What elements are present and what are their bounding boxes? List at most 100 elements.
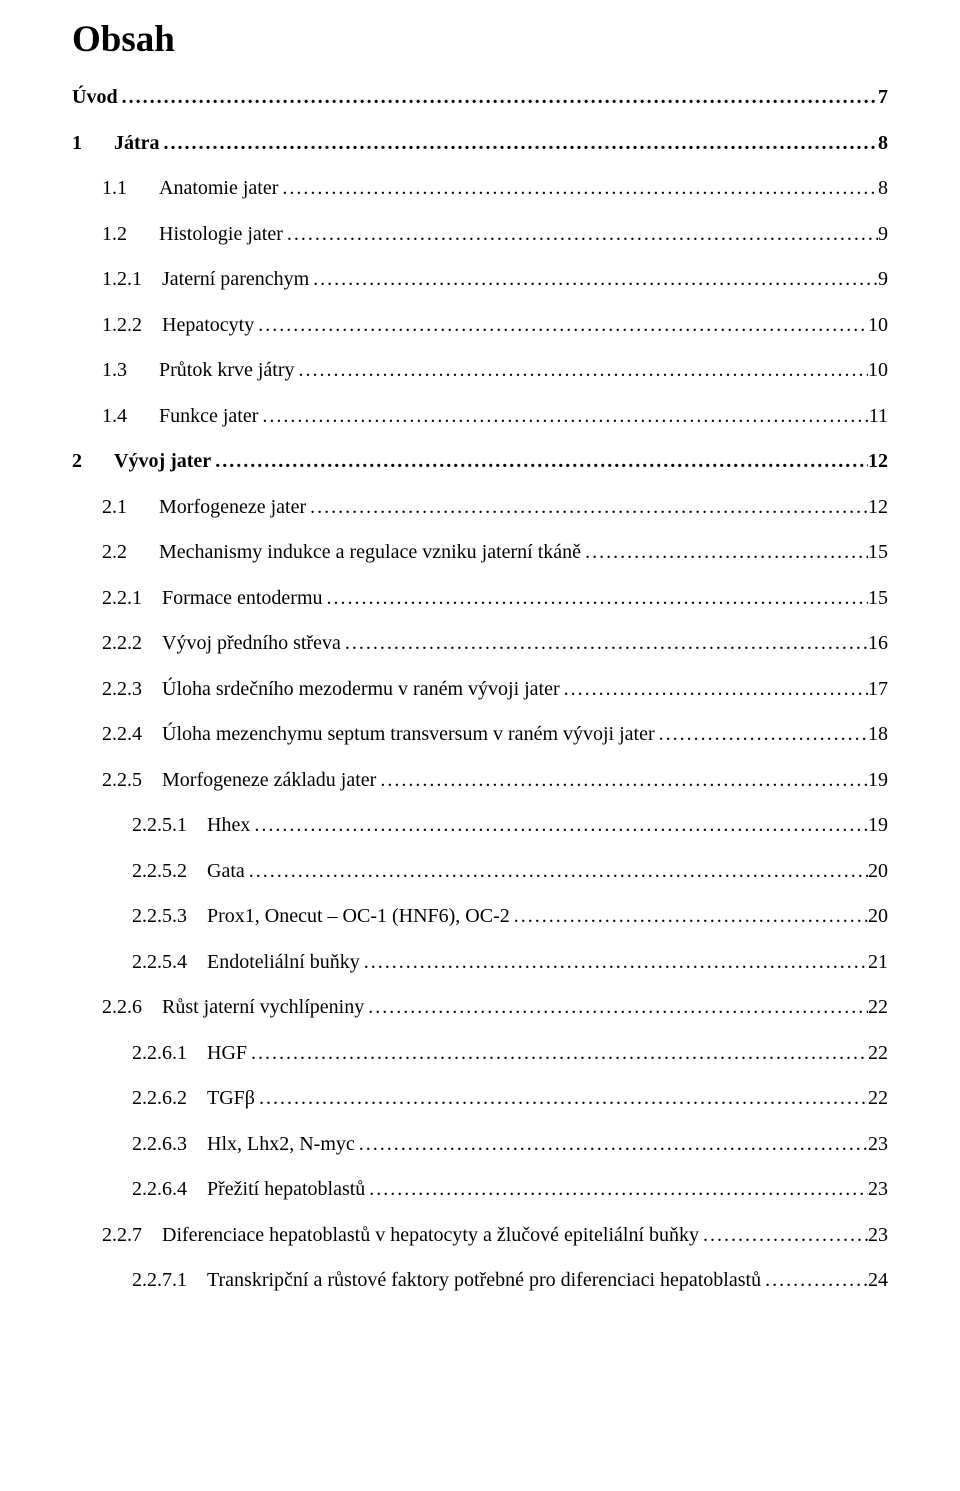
toc-entry-page: 8 xyxy=(878,133,888,153)
toc-entry-label: Růst jaterní vychlípeniny xyxy=(162,997,364,1017)
toc-leader-dots xyxy=(323,588,869,608)
toc-entry[interactable]: 2.1 Morfogeneze jater 12 xyxy=(72,497,888,517)
toc-leader-dots xyxy=(341,633,868,653)
toc-leader-dots xyxy=(258,406,868,426)
toc-leader-dots xyxy=(309,269,878,289)
toc-leader-dots xyxy=(211,451,868,471)
toc-leader-dots xyxy=(250,815,868,835)
toc-entry-number: 2.2.1 xyxy=(102,588,142,608)
toc-entry-page: 12 xyxy=(868,497,888,517)
toc-container: Úvod 7 1Játra8 1.1Anatomie jater8 1.2 Histolo… xyxy=(72,87,888,1290)
toc-leader-dots xyxy=(295,360,868,380)
toc-entry-page: 20 xyxy=(868,861,888,881)
toc-entry[interactable]: 1Játra8 xyxy=(72,133,888,153)
toc-entry[interactable]: 2.2.6Růst jaterní vychlípeniny22 xyxy=(72,997,888,1017)
toc-entry-number: 2.2.7.1 xyxy=(132,1270,187,1290)
toc-entry[interactable]: 2.2.5 Morfogeneze základu jater 19 xyxy=(72,770,888,790)
toc-entry-number: 1.3 xyxy=(102,360,127,380)
toc-entry[interactable]: 1.1Anatomie jater8 xyxy=(72,178,888,198)
toc-entry-label: HGF xyxy=(207,1043,247,1063)
toc-entry[interactable]: 2.2.2 Vývoj předního střeva 16 xyxy=(72,633,888,653)
toc-entry-label: Vývoj předního střeva xyxy=(162,633,341,653)
toc-entry-number: 1.2 xyxy=(102,224,127,244)
toc-entry-number: 2.2.6.1 xyxy=(132,1043,187,1063)
toc-entry-page: 17 xyxy=(868,679,888,699)
toc-entry-label: Histologie jater xyxy=(159,224,283,244)
toc-entry-page: 20 xyxy=(868,906,888,926)
toc-entry-number: 1.2.1 xyxy=(102,269,142,289)
toc-entry-label: Formace entodermu xyxy=(162,588,323,608)
toc-entry[interactable]: 2.2.6.4Přežití hepatoblastů23 xyxy=(72,1179,888,1199)
toc-leader-dots xyxy=(306,497,868,517)
toc-entry[interactable]: Úvod 7 xyxy=(72,87,888,107)
toc-entry-number: 2.2.5.4 xyxy=(132,952,187,972)
toc-entry-page: 23 xyxy=(868,1134,888,1154)
toc-title: Obsah xyxy=(72,18,888,61)
toc-entry-number: 2.2.5.2 xyxy=(132,861,187,881)
toc-leader-dots xyxy=(245,861,868,881)
toc-entry[interactable]: 1.4Funkce jater11 xyxy=(72,406,888,426)
toc-entry-number: 2.2.3 xyxy=(102,679,142,699)
toc-entry[interactable]: 2Vývoj jater12 xyxy=(72,451,888,471)
toc-entry-page: 23 xyxy=(868,1225,888,1245)
toc-entry-page: 19 xyxy=(868,815,888,835)
toc-entry-label: Morfogeneze základu jater xyxy=(162,770,376,790)
toc-entry[interactable]: 2.2.1 Formace entodermu 15 xyxy=(72,588,888,608)
toc-entry-page: 9 xyxy=(878,224,888,244)
toc-entry[interactable]: 1.2.2 Hepatocyty 10 xyxy=(72,315,888,335)
toc-entry-page: 12 xyxy=(868,451,888,471)
toc-entry[interactable]: 1.3Průtok krve játry10 xyxy=(72,360,888,380)
toc-entry-label: Endoteliální buňky xyxy=(207,952,360,972)
toc-entry[interactable]: 2.2.4Úloha mezenchymu septum transversum… xyxy=(72,724,888,744)
toc-entry[interactable]: 2.2Mechanismy indukce a regulace vzniku … xyxy=(72,542,888,562)
toc-entry-label: Morfogeneze jater xyxy=(159,497,306,517)
toc-leader-dots xyxy=(160,133,878,153)
toc-entry-page: 15 xyxy=(868,588,888,608)
toc-entry-page: 10 xyxy=(868,315,888,335)
toc-entry-label: Úvod xyxy=(72,87,118,107)
toc-entry-number: 2.2.4 xyxy=(102,724,142,744)
toc-entry-label: TGFβ xyxy=(207,1088,255,1108)
toc-entry[interactable]: 2.2.5.3Prox1, Onecut – OC-1 (HNF6), OC-2… xyxy=(72,906,888,926)
toc-leader-dots xyxy=(699,1225,868,1245)
toc-entry[interactable]: 2.2.5.4 Endoteliální buňky 21 xyxy=(72,952,888,972)
toc-entry[interactable]: 2.2.7 Diferenciace hepatoblastů v hepatoc… xyxy=(72,1225,888,1245)
toc-entry-label: Prox1, Onecut – OC-1 (HNF6), OC-2 xyxy=(207,906,510,926)
toc-entry-page: 11 xyxy=(869,406,888,426)
toc-entry-label: Diferenciace hepatoblastů v hepatocyty a… xyxy=(162,1225,699,1245)
toc-entry[interactable]: 2.2.6.3Hlx, Lhx2, N-myc23 xyxy=(72,1134,888,1154)
toc-entry-page: 8 xyxy=(878,178,888,198)
toc-entry-number: 1.4 xyxy=(102,406,127,426)
toc-entry-label: Úloha srdečního mezodermu v raném vývoji… xyxy=(162,679,560,699)
toc-leader-dots xyxy=(254,315,868,335)
toc-entry[interactable]: 2.2.6.2TGFβ22 xyxy=(72,1088,888,1108)
toc-entry-page: 15 xyxy=(868,542,888,562)
toc-entry-page: 16 xyxy=(868,633,888,653)
toc-leader-dots xyxy=(278,178,878,198)
toc-leader-dots xyxy=(283,224,878,244)
toc-entry-label: Transkripční a růstové faktory potřebné … xyxy=(207,1270,761,1290)
toc-entry[interactable]: 2.2.5.1Hhex19 xyxy=(72,815,888,835)
toc-entry[interactable]: 1.2 Histologie jater 9 xyxy=(72,224,888,244)
toc-entry[interactable]: 2.2.5.2Gata20 xyxy=(72,861,888,881)
toc-leader-dots xyxy=(247,1043,868,1063)
toc-leader-dots xyxy=(655,724,868,744)
toc-entry[interactable]: 2.2.3 Úloha srdečního mezodermu v raném v… xyxy=(72,679,888,699)
toc-entry-page: 19 xyxy=(868,770,888,790)
toc-entry-number: 1.1 xyxy=(102,178,127,198)
toc-entry[interactable]: 2.2.6.1HGF22 xyxy=(72,1043,888,1063)
toc-entry-number: 2.2.6.4 xyxy=(132,1179,187,1199)
toc-entry-page: 21 xyxy=(868,952,888,972)
toc-entry-number: 2.2.2 xyxy=(102,633,142,653)
toc-entry-label: Vývoj jater xyxy=(114,451,211,471)
toc-entry[interactable]: 1.2.1Jaterní parenchym9 xyxy=(72,269,888,289)
toc-entry-number: 1.2.2 xyxy=(102,315,142,335)
toc-entry-number: 2.2.5 xyxy=(102,770,142,790)
toc-entry[interactable]: 2.2.7.1 Transkripční a růstové faktory po… xyxy=(72,1270,888,1290)
toc-entry-page: 7 xyxy=(878,87,888,107)
toc-leader-dots xyxy=(360,952,868,972)
toc-entry-number: 2.2.7 xyxy=(102,1225,142,1245)
toc-entry-label: Hlx, Lhx2, N-myc xyxy=(207,1134,355,1154)
toc-entry-number: 2.1 xyxy=(102,497,127,517)
toc-entry-label: Hepatocyty xyxy=(162,315,254,335)
